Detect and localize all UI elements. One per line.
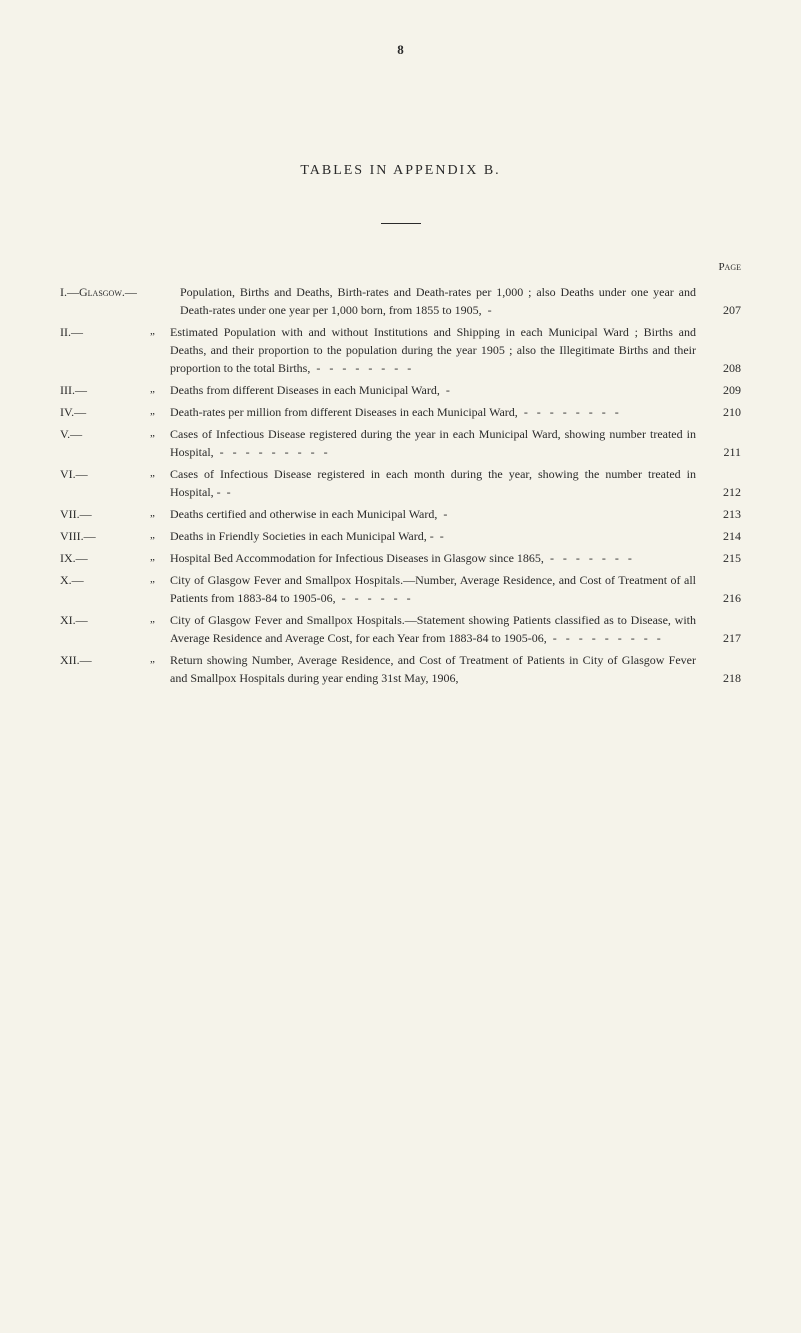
ditto-mark: „	[150, 465, 170, 482]
table-entry: VI.—„Cases of Infectious Disease registe…	[60, 465, 741, 501]
entry-page-number: 210	[711, 403, 741, 421]
entry-number: VI.—	[60, 465, 150, 483]
entry-number: X.—	[60, 571, 150, 589]
entry-number: VIII.—	[60, 527, 150, 545]
entry-number: V.—	[60, 425, 150, 443]
entry-description: Deaths certified and otherwise in each M…	[170, 505, 711, 523]
entry-description: Cases of Infectious Disease registered d…	[170, 425, 711, 461]
entry-number: VII.—	[60, 505, 150, 523]
table-entry: XII.—„Return showing Number, Average Res…	[60, 651, 741, 687]
entry-page-number: 214	[711, 527, 741, 545]
entry-description: Deaths in Friendly Societies in each Mun…	[170, 527, 711, 545]
table-entry: III.—„Deaths from different Diseases in …	[60, 381, 741, 399]
entries-list: I.—Glasgow.—Population, Births and Death…	[60, 283, 741, 687]
entry-number: IX.—	[60, 549, 150, 567]
appendix-title: TABLES IN APPENDIX B.	[60, 160, 741, 181]
table-entry: VII.—„Deaths certified and otherwise in …	[60, 505, 741, 523]
entry-page-number: 208	[711, 359, 741, 377]
entry-description: Population, Births and Deaths, Birth-rat…	[180, 283, 711, 319]
document-page: 8 TABLES IN APPENDIX B. Page I.—Glasgow.…	[0, 0, 801, 731]
ditto-mark: „	[150, 505, 170, 522]
entry-description: Death-rates per million from different D…	[170, 403, 711, 421]
entry-number: III.—	[60, 381, 150, 399]
entry-number: I.—Glasgow.—	[60, 283, 180, 301]
ditto-mark: „	[150, 651, 170, 668]
ditto-mark: „	[150, 403, 170, 420]
entry-description: Estimated Population with and without In…	[170, 323, 711, 377]
entry-page-number: 212	[711, 483, 741, 501]
ditto-mark: „	[150, 611, 170, 628]
entry-page-number: 216	[711, 589, 741, 607]
ditto-mark: „	[150, 527, 170, 544]
entry-number: II.—	[60, 323, 150, 341]
entry-page-number: 209	[711, 381, 741, 399]
divider	[60, 211, 741, 229]
entry-number: XI.—	[60, 611, 150, 629]
entry-page-number: 213	[711, 505, 741, 523]
ditto-mark: „	[150, 381, 170, 398]
ditto-mark: „	[150, 425, 170, 442]
ditto-mark: „	[150, 323, 170, 340]
entry-page-number: 215	[711, 549, 741, 567]
entry-description: Return showing Number, Average Residence…	[170, 651, 711, 687]
table-entry: VIII.—„Deaths in Friendly Societies in e…	[60, 527, 741, 545]
table-entry: IV.—„Death-rates per million from differ…	[60, 403, 741, 421]
entry-description: City of Glasgow Fever and Smallpox Hospi…	[170, 571, 711, 607]
table-entry: II.—„Estimated Population with and witho…	[60, 323, 741, 377]
entry-description: Cases of Infectious Disease registered i…	[170, 465, 711, 501]
entry-description: Hospital Bed Accommodation for Infectiou…	[170, 549, 711, 567]
page-column-header: Page	[60, 259, 741, 276]
table-entry: X.—„City of Glasgow Fever and Smallpox H…	[60, 571, 741, 607]
entry-page-number: 211	[711, 443, 741, 461]
table-entry: IX.—„Hospital Bed Accommodation for Infe…	[60, 549, 741, 567]
ditto-mark: „	[150, 549, 170, 566]
entry-description: Deaths from different Diseases in each M…	[170, 381, 711, 399]
entry-number: XII.—	[60, 651, 150, 669]
table-entry: I.—Glasgow.—Population, Births and Death…	[60, 283, 741, 319]
entry-page-number: 207	[711, 301, 741, 319]
entry-page-number: 218	[711, 669, 741, 687]
entry-number: IV.—	[60, 403, 150, 421]
table-entry: XI.—„City of Glasgow Fever and Smallpox …	[60, 611, 741, 647]
page-number: 8	[60, 40, 741, 60]
entry-description: City of Glasgow Fever and Smallpox Hospi…	[170, 611, 711, 647]
ditto-mark: „	[150, 571, 170, 588]
table-entry: V.—„Cases of Infectious Disease register…	[60, 425, 741, 461]
entry-page-number: 217	[711, 629, 741, 647]
